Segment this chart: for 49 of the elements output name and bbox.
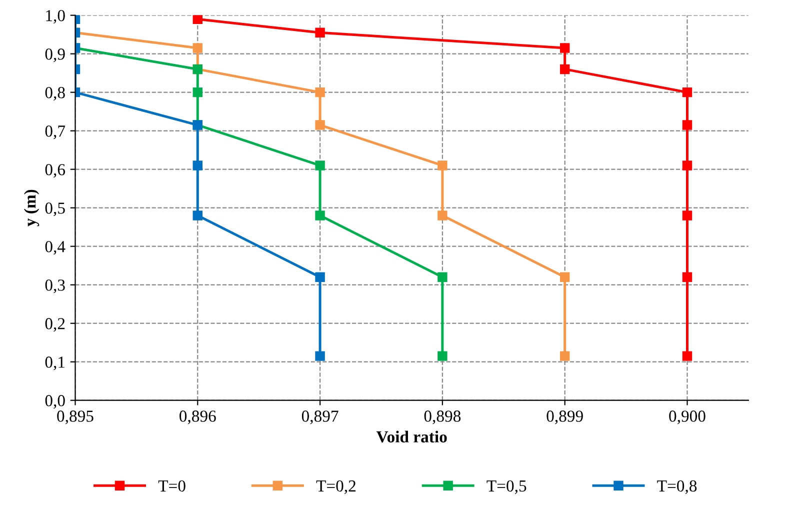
point (192, 15, 202, 24)
point (315, 210, 325, 220)
y-axis-title: y (m) (24, 190, 40, 226)
x-tick-label: 0,895 (57, 410, 94, 424)
y-tick-label: 0,0 (45, 395, 65, 409)
point (315, 351, 325, 361)
point (192, 43, 202, 53)
y-tick-label: 0,9 (45, 48, 65, 62)
point (438, 351, 448, 361)
point (682, 120, 692, 130)
legend-label: T=0 (158, 480, 186, 492)
y-tick-label: 0,7 (45, 126, 66, 140)
x-tick-label: 0,900 (669, 410, 706, 424)
point (192, 87, 202, 98)
point (315, 28, 325, 38)
point (560, 272, 570, 282)
point (560, 43, 570, 53)
point (682, 160, 692, 170)
x-axis-title: Void ratio (376, 430, 447, 443)
point (682, 210, 692, 220)
legend-label: T=0,8 (657, 480, 697, 494)
point (682, 272, 692, 282)
point (682, 87, 692, 98)
point (315, 272, 325, 282)
point (682, 351, 692, 361)
point (438, 272, 448, 282)
point (192, 210, 202, 220)
point (315, 160, 325, 170)
x-tick-label: 0,897 (302, 410, 338, 424)
y-tick-label: 1,0 (46, 10, 65, 24)
x-tick-label: 0,899 (546, 410, 583, 424)
y-tick-label: 0,2 (45, 318, 65, 332)
y-tick-label: 0,6 (45, 164, 66, 178)
point (560, 351, 570, 361)
point (438, 210, 448, 220)
point (560, 64, 570, 74)
x-tick-label: 0,898 (424, 410, 461, 424)
point (315, 120, 325, 130)
legend-label: T=0,5 (486, 480, 526, 494)
y-tick-label: 0,4 (45, 241, 66, 255)
y-tick-label: 0,8 (45, 87, 65, 101)
y-tick-label: 0,5 (45, 202, 65, 216)
y-tick-label: 0,3 (45, 280, 65, 294)
point (192, 160, 202, 170)
legend-label: T=0,2 (316, 480, 356, 494)
x-tick-label: 0,896 (180, 410, 216, 424)
point (315, 87, 325, 98)
y-tick-label: 0,1 (45, 356, 65, 370)
point (438, 160, 448, 170)
